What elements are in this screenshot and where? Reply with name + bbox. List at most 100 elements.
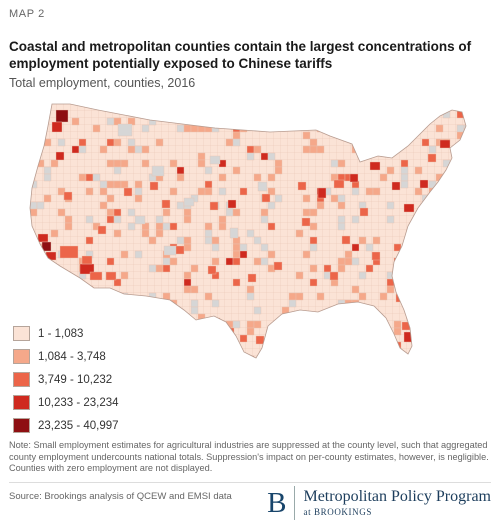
county-cell [204,180,213,189]
county-cell [309,264,318,273]
county-cell [127,222,136,231]
county-cell [267,250,276,259]
legend-label: 3,749 - 10,232 [38,373,113,386]
county-cell [414,110,423,119]
divider [9,482,491,483]
county-cell [344,257,353,266]
county-cell [211,317,221,327]
county-cell [113,299,122,308]
county-cell [197,187,206,196]
county-cell [63,191,73,201]
county-cell [43,194,52,203]
county-cell [456,124,465,133]
county-cell [428,194,437,203]
county-cell [351,285,360,294]
legend-item: 23,235 - 40,997 [13,414,173,437]
county-cell [78,173,87,182]
county-cell [463,145,466,154]
county-cell [400,257,409,266]
county-cell [105,271,117,281]
legend-label: 23,235 - 40,997 [38,419,119,432]
county-cell [106,257,115,266]
county-cell [309,236,318,245]
county-cell [407,306,416,315]
county-cell [351,257,360,266]
county-cell [414,187,423,196]
county-cell [400,166,409,175]
county-cell [302,131,311,140]
county-cell [302,250,311,259]
county-cell [190,348,199,357]
county-cell [57,271,66,280]
county-cell [211,257,220,266]
county-cell [337,222,346,231]
county-cell [204,292,213,301]
county-cell [246,292,255,301]
county-cell [337,215,346,224]
county-cell [134,250,143,259]
map-note: Note: Small employment estimates for agr… [9,440,489,474]
county-cell [414,264,423,273]
county-cell [50,229,59,238]
county-cell [81,255,93,265]
county-cell [288,299,297,308]
county-cell [151,165,165,177]
county-cell [379,334,388,343]
county-cell [232,278,241,287]
county-cell [463,306,466,315]
county-cell [333,179,345,189]
county-cell [442,110,451,119]
county-cell [246,285,255,294]
county-cell [428,250,437,259]
county-cell [78,145,87,154]
county-cell [337,264,346,273]
county-cell [358,104,367,112]
county-cell [316,110,325,119]
county-cell [113,278,122,287]
county-cell [393,124,402,133]
county-cell [400,264,409,273]
county-cell [302,145,311,154]
brookings-logo: B Metropolitan Policy Program at BROOKIN… [267,484,491,522]
county-cell [197,313,206,322]
county-cell [232,257,241,266]
county-cell [260,215,269,224]
county-cell [190,264,199,273]
county-cell [162,208,171,217]
county-cell [309,222,318,231]
county-cell [197,152,206,161]
county-cell [134,215,146,225]
county-cell [106,138,115,147]
county-cell [302,194,311,203]
county-cell [155,229,164,238]
county-cell [36,138,45,147]
county-cell [148,313,157,322]
county-cell [301,217,311,227]
county-cell [229,227,239,239]
county-cell [239,334,248,343]
county-cell [127,208,136,217]
county-cell [267,104,276,112]
county-cell [449,278,458,287]
county-cell [323,104,332,112]
county-cell [351,327,360,336]
county-cell [239,187,248,196]
county-cell [449,243,458,252]
county-cell [89,271,103,281]
county-cell [263,341,275,351]
county-cell [204,320,213,329]
county-cell [449,250,458,259]
county-cell [442,194,451,203]
county-cell [449,355,458,358]
county-cell [456,306,465,315]
legend-item: 1,084 - 3,748 [13,345,173,368]
county-cell [267,187,276,196]
county-cell [225,348,234,357]
county-cell [351,243,360,252]
county-cell [36,299,45,308]
county-cell [57,138,66,147]
county-cell [449,257,458,266]
county-cell [45,251,57,261]
county-cell [337,201,346,210]
county-cell [155,215,164,224]
